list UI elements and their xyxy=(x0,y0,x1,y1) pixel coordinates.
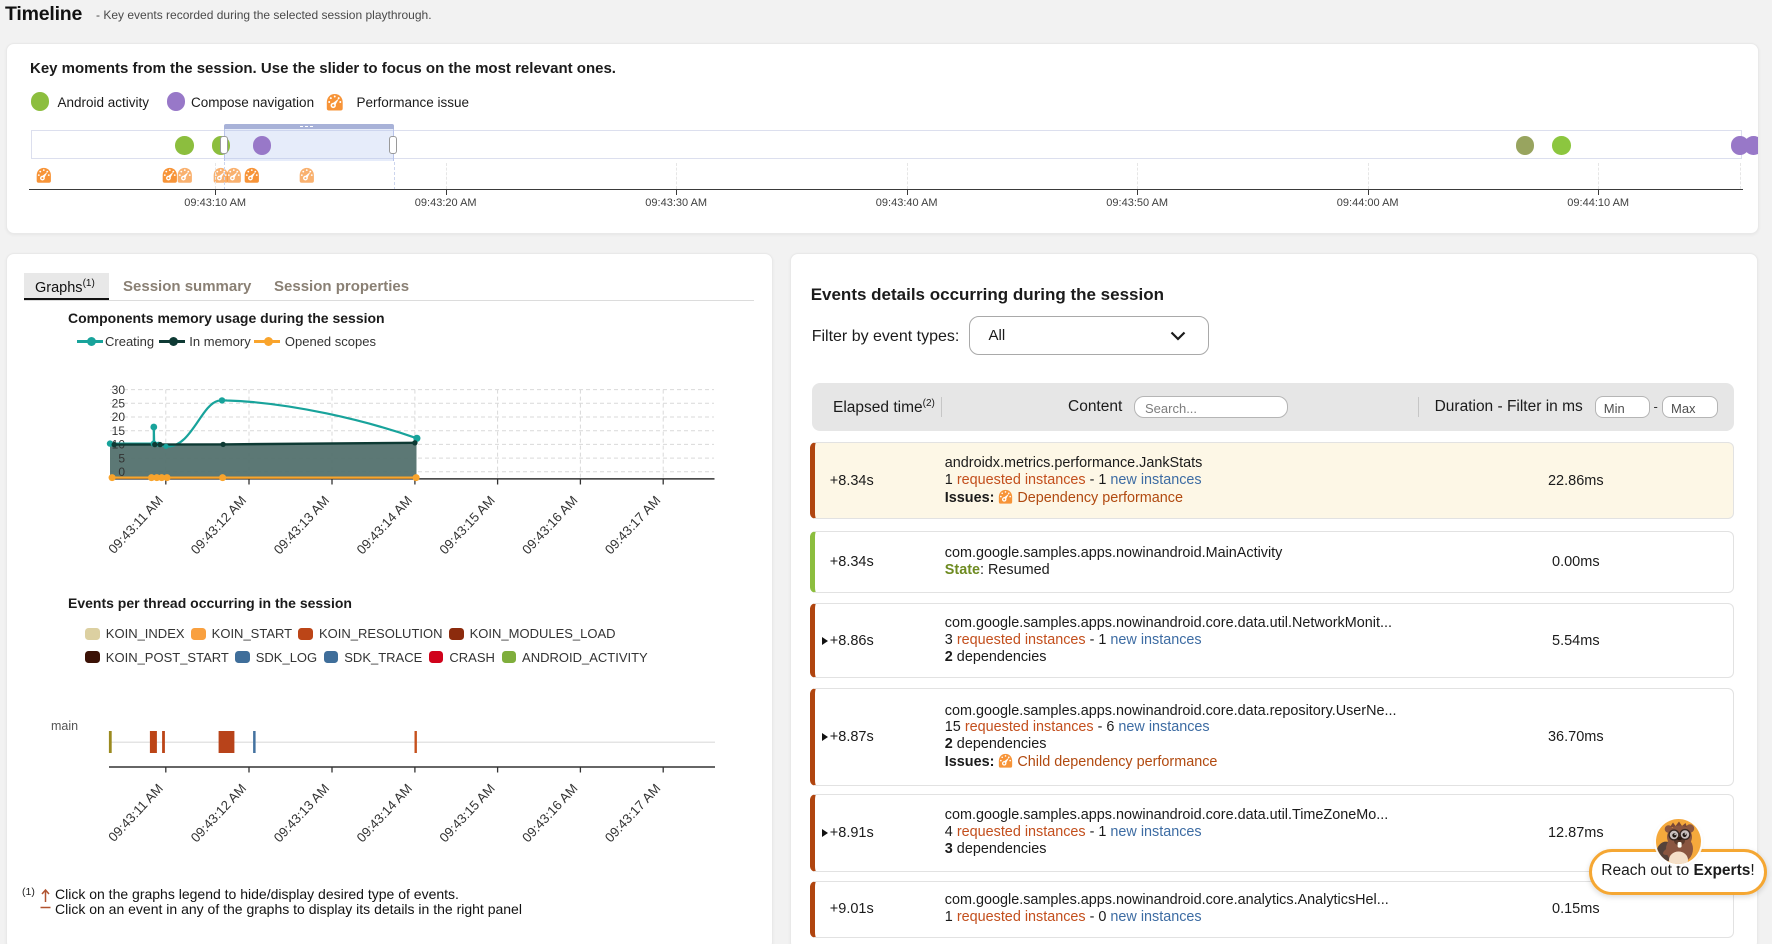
svg-text:5: 5 xyxy=(118,451,125,465)
svg-text:09:43:12 AM: 09:43:12 AM xyxy=(188,781,249,845)
svg-text:09:43:16 AM: 09:43:16 AM xyxy=(519,781,580,845)
svg-text:09:43:15 AM: 09:43:15 AM xyxy=(436,781,497,845)
svg-text:09:43:13 AM: 09:43:13 AM xyxy=(271,781,332,845)
svg-text:09:43:14 AM: 09:43:14 AM xyxy=(354,493,415,557)
svg-text:09:43:11 AM: 09:43:11 AM xyxy=(105,781,166,845)
svg-text:09:43:15 AM: 09:43:15 AM xyxy=(436,493,497,557)
svg-text:09:43:14 AM: 09:43:14 AM xyxy=(354,781,415,845)
svg-text:09:43:12 AM: 09:43:12 AM xyxy=(188,493,249,557)
svg-text:09:43:13 AM: 09:43:13 AM xyxy=(271,493,332,557)
svg-text:main: main xyxy=(51,719,78,733)
svg-text:09:43:17 AM: 09:43:17 AM xyxy=(602,781,663,845)
svg-text:20: 20 xyxy=(112,410,126,424)
svg-text:0: 0 xyxy=(118,465,125,479)
svg-text:15: 15 xyxy=(112,424,126,438)
svg-text:30: 30 xyxy=(112,383,126,397)
svg-text:09:43:17 AM: 09:43:17 AM xyxy=(602,493,663,557)
svg-text:09:43:11 AM: 09:43:11 AM xyxy=(105,493,166,557)
svg-text:25: 25 xyxy=(112,397,126,411)
svg-text:09:43:16 AM: 09:43:16 AM xyxy=(519,493,580,557)
